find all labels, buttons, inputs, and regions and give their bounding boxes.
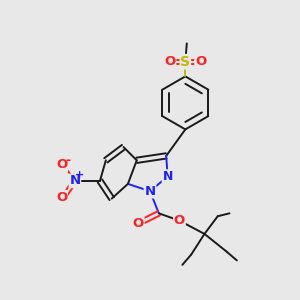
Text: N: N — [163, 170, 173, 183]
Text: N: N — [144, 185, 156, 198]
Text: S: S — [180, 55, 190, 69]
Text: -: - — [66, 154, 71, 167]
Text: O: O — [195, 55, 206, 68]
Text: O: O — [56, 158, 67, 171]
Text: N: N — [69, 174, 80, 188]
Text: +: + — [75, 170, 84, 180]
Text: O: O — [164, 55, 175, 68]
Text: O: O — [56, 190, 67, 204]
Text: O: O — [174, 214, 185, 227]
Text: O: O — [133, 217, 144, 230]
